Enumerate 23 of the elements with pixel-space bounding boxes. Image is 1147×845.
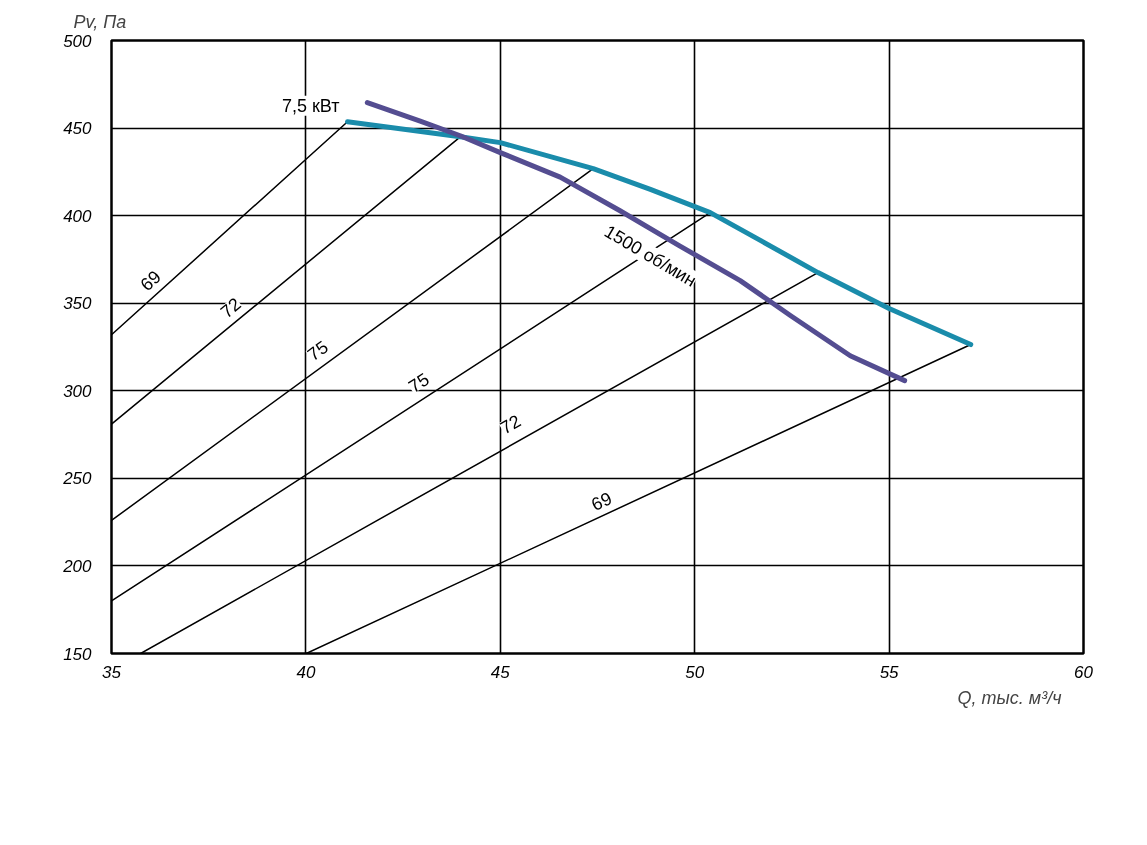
- annotation: 69: [136, 266, 165, 295]
- y-axis-title: Pv, Па: [73, 11, 127, 32]
- x-tick-label: 60: [1074, 662, 1094, 682]
- y-tick-label: 250: [62, 469, 93, 489]
- annotation: 69: [588, 488, 615, 515]
- annotation: 75: [303, 336, 332, 365]
- x-axis-title: Q, тыс. м³/ч: [957, 687, 1062, 708]
- y-tick-label: 500: [63, 31, 93, 51]
- x-tick-label: 35: [102, 662, 122, 682]
- y-tick-label: 200: [62, 556, 93, 576]
- y-tick-label: 150: [63, 644, 93, 664]
- y-tick-label: 450: [63, 119, 93, 139]
- y-tick-label: 350: [63, 294, 93, 314]
- annotation: 72: [216, 293, 245, 323]
- y-tick-label: 300: [63, 381, 93, 401]
- x-tick-label: 50: [685, 662, 705, 682]
- x-tick-label: 45: [490, 662, 511, 682]
- x-tick-label: 40: [296, 662, 316, 682]
- x-tick-label: 55: [879, 662, 900, 682]
- annotation: 72: [497, 410, 525, 439]
- y-tick-label: 400: [63, 206, 93, 226]
- annotation: 7,5 кВт: [281, 95, 340, 116]
- annotation: 75: [405, 369, 433, 397]
